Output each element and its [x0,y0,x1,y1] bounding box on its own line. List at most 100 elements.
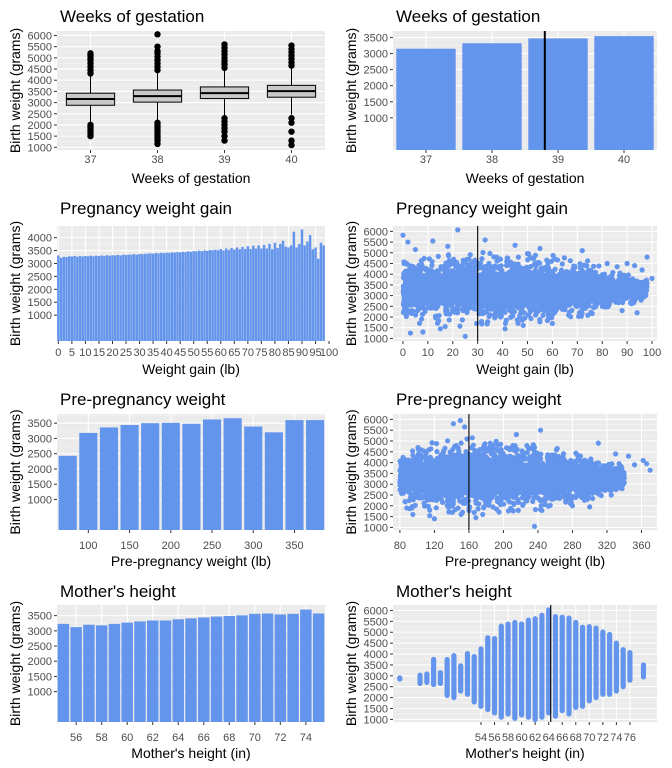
y-tick-label: 1500 [364,97,388,109]
scatter-point [464,436,470,442]
scatter-point [579,310,585,316]
bar [197,250,201,341]
bar [100,255,103,341]
y-tick-label: 4500 [28,64,52,76]
scatter-point [460,260,466,267]
outlier-point [288,115,295,122]
y-tick-label: 3500 [28,246,52,258]
scatter-point [644,254,650,260]
scatter-point [504,259,510,265]
scatter-point [544,257,550,263]
point-cloud [397,417,653,529]
bar [224,248,228,341]
bar [81,256,84,341]
bar [214,249,217,341]
x-tick-label: 60 [215,347,227,359]
scatter-point [500,308,506,314]
scatter-point [528,315,534,322]
y-tick-label: 2500 [364,301,388,313]
scatter-point [517,313,523,319]
x-tick-label: 100 [79,540,97,552]
bar [84,255,87,341]
scatter-point [508,314,514,320]
bar [173,252,176,341]
scatter-point [528,255,534,261]
chart-title: Weeks of gestation [60,7,204,26]
scatter-point [416,305,422,312]
scatter-point [442,323,448,330]
bar-37 [396,48,456,150]
bar [141,254,144,341]
bar [306,241,309,341]
x-tick-label: 95 [309,347,321,359]
scatter-point [475,506,481,512]
scatter-point [457,323,463,329]
x-tick-label: 20 [106,347,118,359]
scatter-point [554,257,561,263]
scatter-point [486,502,492,508]
x-tick-label: 45 [174,347,186,359]
x-tick-label: 50 [521,347,533,359]
x-tick-label: 250 [203,540,221,552]
bar [295,247,298,341]
scatter-point [551,310,558,316]
bar [165,252,168,341]
scatter-point [429,305,436,311]
bar [127,254,130,341]
scatter-point [466,264,472,270]
y-tick-label: 1000 [364,333,388,345]
scatter-point [479,256,485,262]
scatter-point [521,309,527,316]
x-tick-label: 37 [84,154,96,166]
scatter-point [447,311,453,317]
bar [111,255,114,341]
bar [149,253,152,341]
bar-40 [594,36,654,150]
x-tick-label: 85 [282,347,294,359]
data-marks [400,227,655,339]
x-tick-label: 70 [571,347,583,359]
bar [122,254,125,341]
scatter-point [481,504,487,510]
bar [195,251,198,341]
x-axis: 37 38 39 40 [84,150,298,166]
scatter-point [557,303,563,309]
scatter-point [436,318,442,324]
scatter-point [424,497,430,503]
y-tick-label: 1500 [28,297,52,309]
bar [230,247,233,341]
bar [70,256,74,341]
outlier-point [221,132,228,140]
bar [249,249,252,341]
scatter-point [485,319,491,325]
x-tick-label: 5 [69,347,75,359]
scatter-point [619,307,625,314]
outlier-point [288,137,295,144]
x-tick-label: 100 [643,347,661,359]
scatter-point [639,267,645,273]
y-tick-label: 1500 [28,479,52,491]
bar [222,250,225,341]
x-tick-label: 150 [120,540,138,552]
bar [146,253,149,341]
bar [264,432,283,530]
x-axis-title: Weight gain (lb) [476,361,574,377]
y-axis: 1000150020002500300035004000450050005500… [28,30,57,154]
scatter-point [579,248,585,254]
bar [59,257,63,341]
x-tick-label: 350 [285,540,303,552]
scatter-point [584,263,590,269]
y-tick-label: 1000 [364,113,388,125]
scatter-point [493,438,499,444]
bar [162,253,166,341]
bar [254,248,258,341]
scatter-point [607,298,613,305]
y-tick-label: 2500 [28,109,52,121]
outlier-point [221,115,228,122]
bar [138,253,141,341]
bar [192,251,195,341]
scatter-point [566,302,572,308]
